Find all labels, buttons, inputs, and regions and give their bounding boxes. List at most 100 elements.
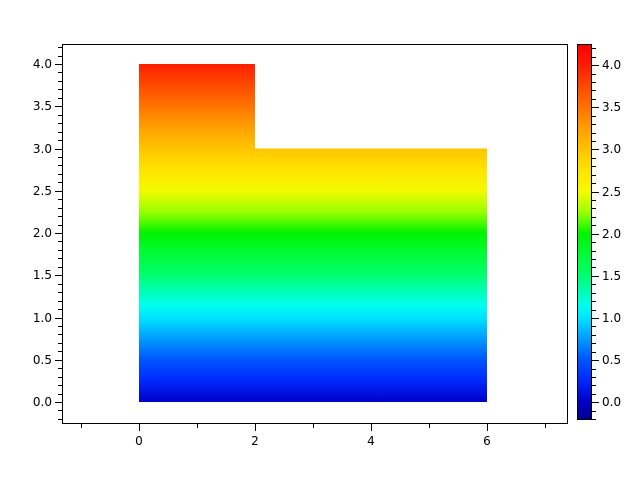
x-tick-label: 2 <box>251 434 259 448</box>
y-minor-tick <box>58 351 62 353</box>
colorbar-tick-label: 1.5 <box>602 268 622 283</box>
y-minor-tick <box>58 266 62 268</box>
colorbar-minor-tick <box>592 90 596 92</box>
colorbar-minor-tick <box>592 326 596 328</box>
x-tick-label: 0 <box>135 434 143 448</box>
y-minor-tick <box>58 199 62 201</box>
y-tick-label: 0.0 <box>32 395 52 409</box>
colorbar-minor-tick <box>592 166 596 168</box>
y-minor-tick <box>58 342 62 344</box>
colorbar-minor-tick <box>592 250 596 252</box>
colorbar-minor-tick <box>592 292 596 294</box>
colorbar-minor-tick <box>592 115 596 117</box>
y-tick-label: 1.5 <box>32 268 52 283</box>
y-tick-label: 2.0 <box>32 226 52 240</box>
x-major-tick <box>139 424 140 431</box>
colorbar-tick-label: 0.5 <box>602 353 622 368</box>
colorbar-minor-tick <box>592 419 596 421</box>
colorbar-minor-tick <box>592 107 596 109</box>
colorbar-minor-tick <box>592 56 596 58</box>
y-minor-tick <box>58 97 62 99</box>
colorbar-minor-tick <box>592 174 596 176</box>
colorbar-tick-label: 4.0 <box>602 58 622 73</box>
colorbar-minor-tick <box>592 98 596 100</box>
colorbar-minor-tick <box>592 65 596 67</box>
y-minor-tick <box>58 385 62 387</box>
colorbar-minor-tick <box>592 48 596 50</box>
colorbar-minor-tick <box>592 132 596 134</box>
y-minor-tick <box>58 368 62 370</box>
x-major-tick <box>255 424 256 431</box>
y-minor-tick <box>58 241 62 243</box>
x-minor-tick <box>313 424 314 428</box>
colorbar-minor-tick <box>592 258 596 260</box>
x-major-tick <box>487 424 488 431</box>
y-minor-tick <box>58 300 62 302</box>
y-minor-tick <box>58 64 62 65</box>
colorbar-minor-tick <box>592 351 596 353</box>
y-minor-tick <box>58 249 62 251</box>
colorbar-minor-tick <box>592 73 596 75</box>
colorbar-minor-tick <box>592 334 596 336</box>
colorbar-minor-tick <box>592 385 596 387</box>
colorbar-minor-tick <box>592 377 596 378</box>
colorbar-minor-tick <box>592 242 596 244</box>
colorbar-tick-label: 0.0 <box>602 395 622 410</box>
y-minor-tick <box>58 114 62 116</box>
colorbar-minor-tick <box>592 301 596 303</box>
y-tick-label: 0.5 <box>32 352 52 367</box>
y-minor-tick <box>58 182 62 184</box>
y-minor-tick <box>58 275 62 277</box>
y-minor-tick <box>58 359 62 361</box>
y-minor-tick <box>58 325 62 327</box>
colorbar-minor-tick <box>592 216 596 218</box>
y-minor-tick <box>58 165 62 167</box>
y-minor-tick <box>58 148 62 150</box>
y-minor-tick <box>58 123 62 125</box>
colorbar-minor-tick <box>592 208 596 210</box>
colorbar-tick-label: 3.0 <box>602 142 622 157</box>
y-minor-tick <box>58 156 62 158</box>
y-minor-tick <box>58 376 62 378</box>
colorbar-minor-tick <box>592 410 596 412</box>
x-tick-label: 4 <box>367 434 375 448</box>
x-minor-tick <box>81 424 82 428</box>
x-tick-label: 6 <box>483 434 491 448</box>
y-minor-tick <box>58 47 62 49</box>
y-minor-tick <box>58 55 62 57</box>
x-minor-tick <box>197 424 198 428</box>
y-tick-label: 1.0 <box>32 310 52 325</box>
colorbar-minor-tick <box>592 233 596 235</box>
y-minor-tick <box>58 173 62 175</box>
x-minor-tick <box>545 424 546 428</box>
y-minor-tick <box>58 207 62 209</box>
y-minor-tick <box>58 190 62 192</box>
y-tick-label: 3.0 <box>32 141 52 156</box>
y-minor-tick <box>58 410 62 412</box>
y-minor-tick <box>58 418 62 420</box>
colorbar-minor-tick <box>592 317 596 319</box>
y-minor-tick <box>58 292 62 294</box>
colorbar-minor-tick <box>592 191 596 193</box>
colorbar-minor-tick <box>592 309 596 311</box>
y-minor-tick <box>58 309 62 311</box>
colorbar-minor-tick <box>592 183 596 185</box>
colorbar-minor-tick <box>592 368 596 370</box>
y-minor-tick <box>58 131 62 133</box>
colorbar-minor-tick <box>592 140 596 142</box>
y-minor-tick <box>58 317 62 319</box>
colorbar <box>577 44 592 420</box>
y-tick-label: 2.5 <box>32 183 52 198</box>
y-minor-tick <box>58 140 62 142</box>
y-minor-tick <box>58 216 62 218</box>
colorbar-tick-label: 2.0 <box>602 226 622 241</box>
colorbar-tick-label: 1.0 <box>602 310 622 325</box>
y-tick-label: 3.5 <box>32 99 52 114</box>
y-minor-tick <box>58 393 62 395</box>
colorbar-tick-label: 3.5 <box>602 100 622 115</box>
x-major-tick <box>371 424 372 431</box>
colorbar-minor-tick <box>592 199 596 201</box>
y-minor-tick <box>58 80 62 82</box>
y-minor-tick <box>58 106 62 108</box>
